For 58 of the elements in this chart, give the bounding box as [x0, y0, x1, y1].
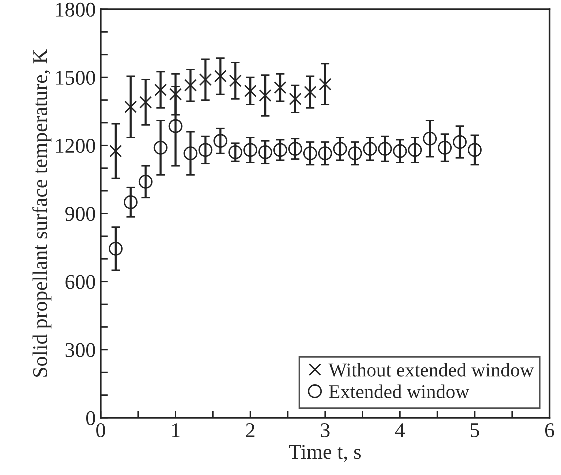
x-tick-label: 3 — [321, 424, 330, 438]
point — [393, 144, 408, 158]
point — [438, 140, 452, 155]
point — [274, 82, 287, 94]
point — [423, 132, 438, 146]
point — [214, 70, 227, 83]
y-tick-label: 600 — [66, 275, 96, 290]
point — [319, 78, 332, 91]
point — [168, 119, 183, 134]
point — [318, 146, 332, 161]
point — [138, 175, 153, 189]
point — [214, 134, 228, 148]
point — [333, 142, 348, 156]
point — [303, 146, 318, 161]
point — [140, 96, 152, 109]
x-tick-label: 2 — [246, 424, 255, 438]
x-tick-label: 4 — [395, 424, 406, 438]
point — [259, 89, 272, 102]
point — [363, 142, 378, 156]
point — [274, 143, 288, 158]
point — [288, 142, 302, 156]
legend-label: Extended window — [329, 384, 470, 398]
x-tick-label: 6 — [545, 424, 554, 438]
point — [108, 242, 123, 256]
point — [348, 146, 362, 161]
point — [228, 146, 243, 160]
y-tick-label: 1800 — [56, 2, 96, 17]
point — [304, 86, 317, 99]
point — [289, 92, 302, 106]
y-tick-label: 300 — [66, 343, 96, 358]
x-tick-label: 5 — [470, 424, 480, 438]
y-tick-label: 900 — [66, 207, 96, 222]
point — [468, 143, 482, 158]
x-axis-title: Time t, s — [289, 445, 362, 462]
point — [198, 143, 213, 158]
point — [244, 143, 258, 158]
x-tick-label: 0 — [96, 423, 106, 438]
point — [408, 143, 422, 158]
point — [453, 135, 467, 150]
point — [124, 100, 138, 114]
y-tick-label: 1200 — [56, 139, 96, 154]
y-tick-label: 0 — [86, 411, 96, 426]
point — [170, 88, 182, 101]
point — [124, 195, 138, 210]
point — [154, 140, 168, 155]
point — [154, 84, 168, 96]
legend-label: Without extended window — [328, 363, 534, 377]
point — [184, 146, 198, 161]
point — [229, 74, 242, 88]
point — [184, 79, 197, 92]
point — [244, 84, 257, 98]
y-tick-label: 1500 — [56, 70, 96, 86]
point — [378, 142, 392, 156]
point — [258, 146, 272, 160]
y-axis-title: Solid propellant surface temperature, K — [32, 49, 52, 377]
x-tick-label: 1 — [172, 424, 180, 438]
point — [199, 74, 212, 86]
point — [110, 145, 122, 158]
